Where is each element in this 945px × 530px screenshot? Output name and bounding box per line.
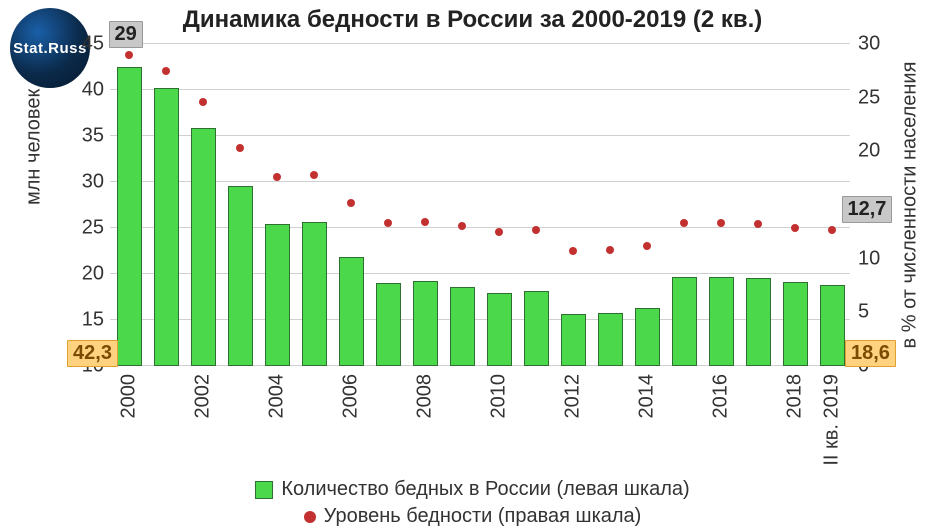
bar bbox=[265, 224, 290, 366]
callout: 18,6 bbox=[845, 340, 896, 367]
xtick: 2004 bbox=[265, 374, 288, 419]
bar bbox=[376, 283, 401, 366]
data-point bbox=[680, 219, 688, 227]
bar bbox=[339, 257, 364, 366]
xtick: 2008 bbox=[413, 374, 436, 419]
data-point bbox=[643, 242, 651, 250]
xtick: 2006 bbox=[339, 374, 362, 419]
bar bbox=[228, 186, 253, 366]
ytick-right: 10 bbox=[858, 247, 880, 270]
legend-points: Уровень бедности (правая шкала) bbox=[304, 505, 642, 528]
bar bbox=[450, 287, 475, 366]
ytick-left: 45 bbox=[70, 33, 104, 56]
legend-point-swatch bbox=[304, 511, 316, 523]
plot-area bbox=[110, 44, 850, 366]
callout: 12,7 bbox=[842, 196, 893, 223]
data-point bbox=[421, 218, 429, 226]
callout: 29 bbox=[109, 21, 143, 48]
ytick-right: 30 bbox=[858, 33, 880, 56]
data-point bbox=[199, 98, 207, 106]
ytick-right: 5 bbox=[858, 301, 869, 324]
bar bbox=[746, 278, 771, 366]
grid-line bbox=[110, 365, 850, 366]
xtick: 2014 bbox=[635, 374, 658, 419]
grid-line bbox=[110, 43, 850, 44]
bar bbox=[413, 281, 438, 366]
legend-bar-swatch bbox=[255, 481, 273, 499]
data-point bbox=[754, 220, 762, 228]
grid-line bbox=[110, 89, 850, 90]
legend-bar-label: Количество бедных в России (левая шкала) bbox=[281, 478, 689, 501]
xtick: 2018 bbox=[783, 374, 806, 419]
bar bbox=[154, 88, 179, 366]
data-point bbox=[458, 222, 466, 230]
grid-line bbox=[110, 181, 850, 182]
data-point bbox=[347, 199, 355, 207]
data-point bbox=[606, 246, 614, 254]
bar bbox=[598, 313, 623, 366]
bar bbox=[524, 291, 549, 366]
ytick-left: 35 bbox=[70, 125, 104, 148]
data-point bbox=[162, 67, 170, 75]
ytick-left: 40 bbox=[70, 79, 104, 102]
bar bbox=[783, 282, 808, 366]
data-point bbox=[384, 219, 392, 227]
xtick: 2016 bbox=[709, 374, 732, 419]
bar bbox=[672, 277, 697, 366]
grid-line bbox=[110, 227, 850, 228]
bar bbox=[191, 128, 216, 366]
xtick: 2000 bbox=[117, 374, 140, 419]
ytick-left: 15 bbox=[70, 309, 104, 332]
xtick: 2012 bbox=[561, 374, 584, 419]
ytick-left: 30 bbox=[70, 171, 104, 194]
callout: 42,3 bbox=[67, 340, 118, 367]
xtick: 2002 bbox=[191, 374, 214, 419]
ytick-right: 20 bbox=[858, 140, 880, 163]
bar bbox=[635, 308, 660, 366]
chart-container: Stat.Russ Динамика бедности в России за … bbox=[0, 0, 945, 530]
grid-line bbox=[110, 273, 850, 274]
legend-bars: Количество бедных в России (левая шкала) bbox=[255, 478, 689, 501]
data-point bbox=[532, 226, 540, 234]
data-point bbox=[310, 171, 318, 179]
ytick-left: 25 bbox=[70, 217, 104, 240]
data-point bbox=[273, 173, 281, 181]
data-point bbox=[569, 247, 577, 255]
bar bbox=[117, 67, 142, 366]
bar bbox=[561, 314, 586, 366]
data-point bbox=[495, 228, 503, 236]
bar bbox=[487, 293, 512, 366]
legend-point-label: Уровень бедности (правая шкала) bbox=[324, 505, 642, 528]
xtick: 2010 bbox=[487, 374, 510, 419]
bar bbox=[709, 277, 734, 366]
ytick-right: 25 bbox=[858, 86, 880, 109]
y-axis-right-label: в % от численности населения bbox=[899, 62, 922, 349]
bar bbox=[302, 222, 327, 366]
grid-line bbox=[110, 135, 850, 136]
data-point bbox=[791, 224, 799, 232]
ytick-left: 20 bbox=[70, 263, 104, 286]
data-point bbox=[125, 51, 133, 59]
xtick: II кв. 2019 bbox=[820, 374, 843, 466]
legend: Количество бедных в России (левая шкала)… bbox=[0, 478, 945, 528]
bar bbox=[820, 285, 845, 366]
grid-line bbox=[110, 319, 850, 320]
data-point bbox=[828, 226, 836, 234]
data-point bbox=[236, 144, 244, 152]
data-point bbox=[717, 219, 725, 227]
